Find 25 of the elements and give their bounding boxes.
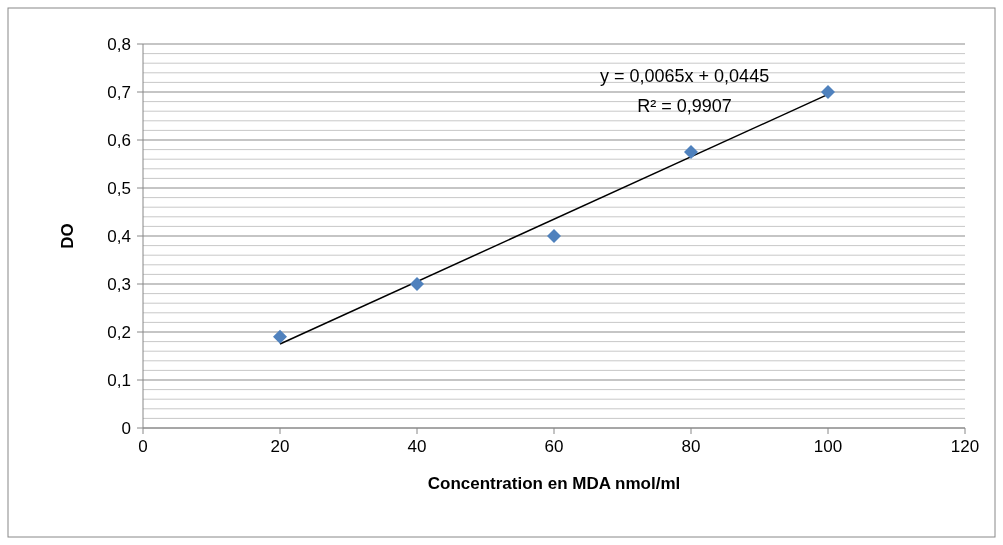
y-tick-label: 0,7: [107, 83, 131, 102]
x-tick-label: 100: [813, 437, 843, 456]
point: [273, 329, 287, 344]
x-tick-label: 0: [138, 437, 148, 456]
annotation: R² = 0,9907: [637, 96, 732, 117]
annotation: y = 0,0065x + 0,0445: [600, 66, 770, 87]
y-tick-label: 0,5: [107, 179, 131, 198]
point: [684, 145, 698, 159]
y-axis-title: DO: [58, 223, 77, 249]
y-tick-label: 0,1: [107, 371, 131, 390]
point: [410, 277, 424, 291]
point: [821, 85, 835, 99]
y-tick-label: 0,6: [107, 131, 131, 150]
y-tick-label: 0,8: [107, 35, 131, 54]
y-tick-label: 0,2: [107, 323, 131, 342]
y-tick-label: 0,4: [107, 227, 131, 246]
x-tick-label: 120: [950, 437, 980, 456]
x-tick-label: 60: [544, 437, 564, 456]
x-tick-label: 80: [681, 437, 701, 456]
y-tick-label: 0: [121, 419, 131, 438]
point: [547, 229, 561, 243]
y-tick-label: 0,3: [107, 275, 131, 294]
x-tick-label: 40: [407, 437, 427, 456]
x-axis-title: Concentration en MDA nmol/ml: [427, 474, 681, 493]
x-tick-label: 20: [270, 437, 290, 456]
